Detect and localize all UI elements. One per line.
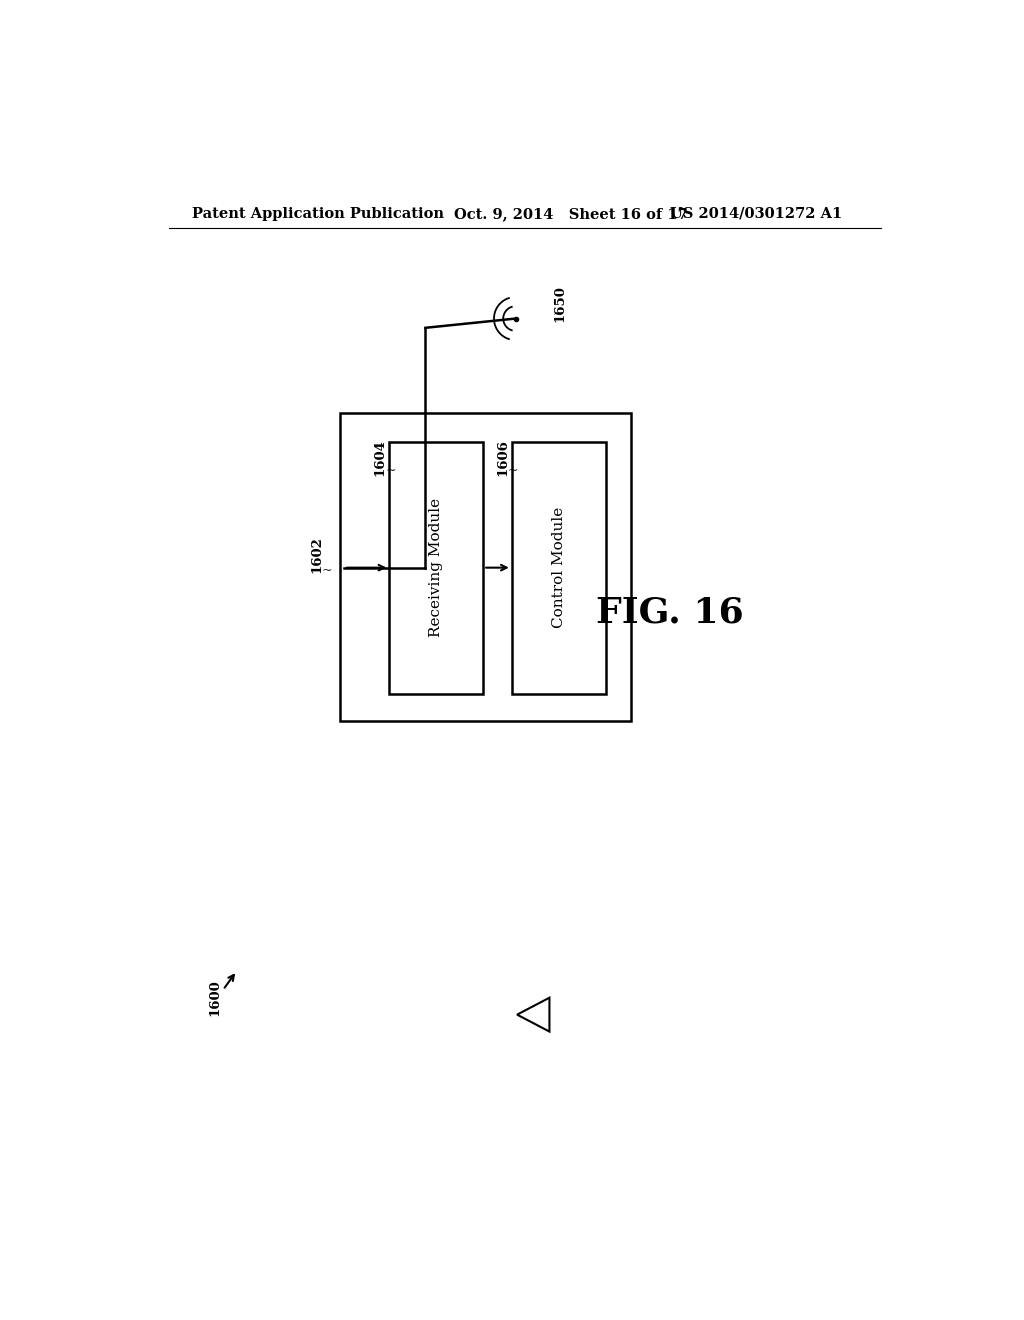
Text: ~: ~ (508, 465, 518, 478)
Text: 1650: 1650 (554, 285, 566, 322)
Text: FIG. 16: FIG. 16 (596, 595, 743, 630)
Text: ~: ~ (386, 465, 396, 478)
Text: Receiving Module: Receiving Module (429, 498, 443, 638)
Bar (512, 442, 606, 693)
Text: 1602: 1602 (310, 536, 324, 573)
Polygon shape (517, 998, 550, 1032)
Text: Patent Application Publication: Patent Application Publication (193, 207, 444, 220)
Text: 1600: 1600 (209, 979, 222, 1016)
Text: ~: ~ (553, 308, 563, 321)
Bar (340, 412, 631, 721)
Text: US 2014/0301272 A1: US 2014/0301272 A1 (670, 207, 842, 220)
Text: 1606: 1606 (496, 438, 509, 475)
Text: ~: ~ (322, 564, 332, 577)
Bar (389, 442, 483, 693)
Text: Control Module: Control Module (552, 507, 566, 628)
Text: Oct. 9, 2014   Sheet 16 of 17: Oct. 9, 2014 Sheet 16 of 17 (454, 207, 688, 220)
Text: 1604: 1604 (374, 438, 386, 475)
